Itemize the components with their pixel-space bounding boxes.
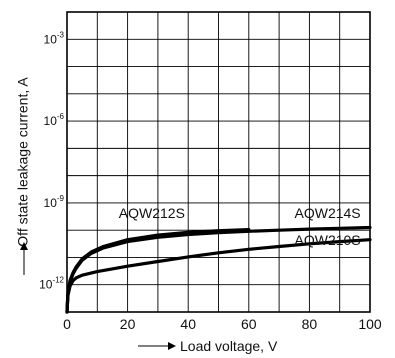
x-tick-label: 20 <box>120 316 136 332</box>
x-tick-label: 40 <box>180 316 196 332</box>
y-axis-title: Off state leakage current, A <box>15 77 31 247</box>
x-tick-label: 0 <box>63 316 71 332</box>
series-line-aqw214s <box>65 225 372 314</box>
x-axis-title: Load voltage, V <box>138 338 278 354</box>
y-tick-label: 10-3 <box>44 30 65 46</box>
y-axis-arrow-head <box>20 242 28 250</box>
series-labels: AQW212S AQW214S AQW210S <box>119 205 361 248</box>
y-tick-labels: 10-3 10-6 10-9 10-12 <box>39 30 64 291</box>
series-label-aqw214s: AQW214S <box>295 205 361 221</box>
x-axis-label: Load voltage, V <box>180 338 278 354</box>
plot-frame <box>66 11 371 313</box>
y-axis-label: Off state leakage current, A <box>15 77 31 247</box>
x-tick-label: 100 <box>358 316 382 332</box>
x-tick-labels: 0 20 40 60 80 100 <box>63 316 382 332</box>
x-tick-label: 80 <box>302 316 318 332</box>
series-lines <box>65 225 372 314</box>
y-tick-label: 10-6 <box>44 112 65 128</box>
series-label-aqw210s: AQW210S <box>295 232 361 248</box>
y-tick-label: 10-9 <box>44 194 65 210</box>
grid <box>67 12 370 312</box>
x-tick-label: 60 <box>241 316 257 332</box>
series-line-aqw210s <box>65 238 372 314</box>
x-axis-arrow-head <box>168 342 176 350</box>
series-label-aqw212s: AQW212S <box>119 205 185 221</box>
y-tick-label: 10-12 <box>39 276 64 292</box>
